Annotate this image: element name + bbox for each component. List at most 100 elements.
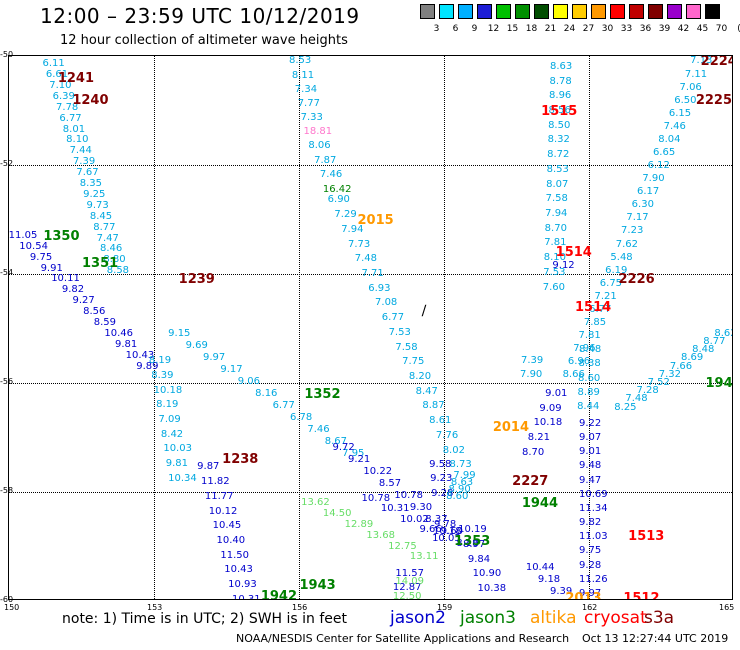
pass-time-label: 2226 [618,272,655,288]
wave-height-point: 10.18 [433,525,462,537]
wave-height-point: 7.96 [573,343,596,355]
wave-height-point: 6.96 [567,356,591,368]
wave-height-point: 10.45 [212,520,242,532]
wave-height-point: 12.75 [388,540,417,552]
wave-height-point: 13.68 [366,529,395,541]
wave-height-point: 8.46 [100,243,123,255]
wave-height-point: 8.11 [291,69,315,81]
wave-height-point: 9.28 [431,488,454,500]
wave-height-point: 8.19 [156,399,179,411]
wave-height-point: 7.28 [636,385,659,397]
wave-height-point: 18.81 [303,126,333,138]
wave-height-point: 9.81 [115,338,138,350]
latitude-gridline [9,165,732,166]
wave-height-point: 6.12 [647,160,670,172]
wave-height-point: 8.16 [255,387,278,399]
wave-height-point: 6.93 [368,282,391,294]
legend-label: 15 [506,24,519,34]
wave-height-point: 7.58 [545,193,568,205]
wave-height-point: 6.78 [289,411,313,423]
wave-height-point: 10.34 [168,472,197,484]
wave-height-point: 8.56 [83,306,106,318]
latitude-gridline [9,274,732,275]
legend-swatch [686,4,701,19]
wave-height-point: 10.18 [153,384,183,396]
wave-height-point: 7.60 [542,281,566,293]
wave-height-point: 9.66 [419,524,442,536]
wave-height-point: 9.82 [579,517,602,529]
wave-height-point: 7.34 [294,83,318,95]
wave-height-point: 6.15 [668,107,692,119]
wave-height-point: 9.09 [539,402,562,414]
longitude-gridline [299,56,300,599]
pass-time-label: 1238 [222,452,259,468]
wave-height-point: 7.39 [72,156,96,168]
wave-height-point: 8.18 [456,538,479,550]
wave-height-point: 7.33 [300,112,323,124]
wave-height-point: 10.90 [472,568,502,580]
wave-height-point: 9.84 [467,553,491,565]
wave-height-point: 8.10 [66,134,89,146]
legend-label: 30 [601,24,614,34]
wave-height-point: 9.21 [347,454,371,466]
legend-label: 27 [582,24,595,34]
wave-height-point: 8.07 [546,178,569,190]
latitude-label: -56 [0,377,14,386]
legend-swatch [458,4,473,19]
wave-height-point: 8.80 [103,254,126,266]
legend-label: 18 [525,24,538,34]
wave-height-point: 8.19 [148,355,172,367]
wave-height-point: 9.97 [202,351,226,363]
wave-height-point: 7.94 [545,208,568,220]
pass-time-label: 1353 [454,534,491,550]
wave-height-point: 12.89 [344,518,374,530]
legend-label: 33 [620,24,633,34]
wave-height-point: 11.50 [220,549,249,561]
wave-height-point: 9.22 [579,417,602,429]
wave-height-point: 8.58 [106,265,130,277]
wave-height-point: 6.39 [52,90,75,102]
wave-height-point: 7.46 [307,423,330,435]
wave-height-point: 7.90 [520,369,543,381]
wave-height-point: 7.99 [453,469,476,481]
wave-height-point: 11.03 [579,531,608,543]
longitude-gridline [154,56,155,599]
wave-height-point: 8.72 [547,149,570,161]
pass-time-label: 1514 [555,245,592,261]
wave-height-point: 7.29 [334,209,357,221]
wave-height-point: 8.01 [62,123,86,135]
wave-height-point: 7.62 [615,238,638,250]
legend-swatch [534,4,549,19]
pass-time-label: 2015 [357,212,394,228]
wave-height-point: 8.90 [448,483,471,495]
wave-height-point: 8.47 [415,385,438,397]
wave-height-point: 9.82 [61,284,85,296]
wave-height-point: 8.87 [422,400,445,412]
wave-height-point: 8.60 [578,372,601,384]
legend-swatch [553,4,568,19]
wave-height-point: 9.75 [29,251,53,263]
wave-height-point: 7.58 [395,341,418,353]
legend-swatch [515,4,530,19]
wave-height-point: 8.96 [549,90,572,102]
wave-height-point: 10.12 [208,505,238,517]
latitude-gridline [9,383,732,384]
wave-height-point: 9.30 [409,502,433,514]
satellite-label-altika: altika [530,608,577,628]
wave-height-point: 11.26 [579,573,608,585]
latitude-label: -54 [0,268,14,277]
pass-time-label: 1945 [705,376,733,391]
wave-height-point: 13.62 [301,496,330,508]
pass-time-label: 1240 [72,92,109,108]
wave-height-point: 7.39 [521,355,544,367]
wave-height-point: 7.48 [354,253,377,265]
longitude-label: 162 [582,603,598,612]
wave-height-point: 8.57 [378,478,402,490]
wave-height-point: 11.05 [8,229,38,241]
latitude-gridline [9,492,732,493]
wave-height-point: 9.01 [579,446,602,458]
wave-height-point: 6.77 [59,112,82,124]
legend-label: 45 [696,24,709,34]
wave-height-point: 7.87 [314,154,337,166]
wave-height-point: 8.53 [546,163,569,175]
